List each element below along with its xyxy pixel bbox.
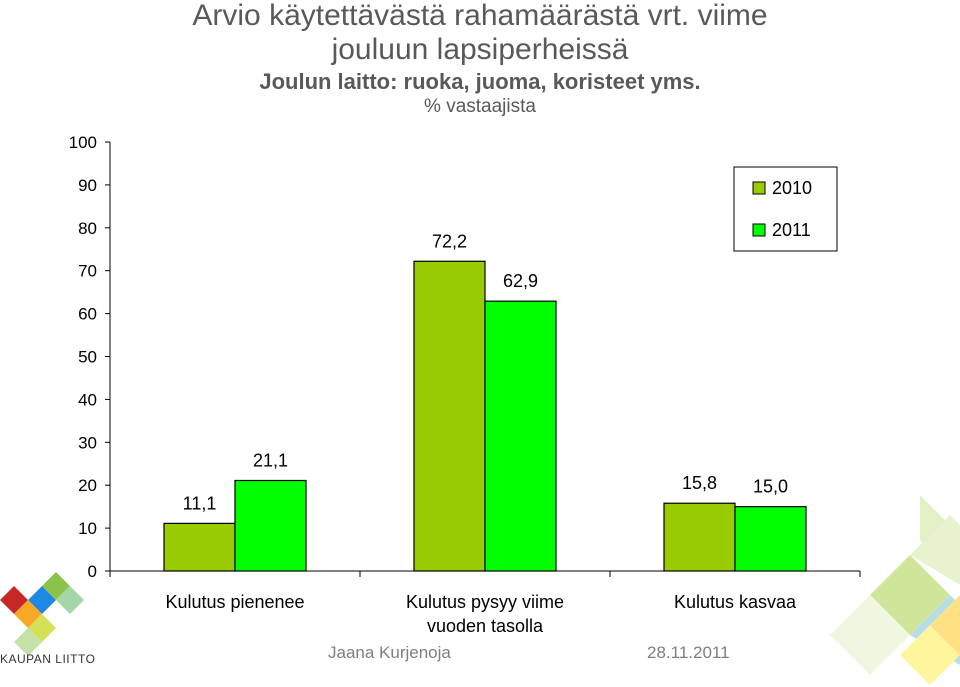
y-tick-label: 80	[78, 219, 97, 238]
bar-2011	[484, 300, 557, 572]
data-label: 62,9	[503, 271, 538, 291]
category-label: Kulutus kasvaa	[674, 592, 797, 612]
chart-title-line1: Arvio käytettävästä rahamäärästä vrt. vi…	[192, 0, 768, 32]
decorative-diamonds	[830, 495, 960, 685]
data-labels: 11,1 21,1 72,2 62,9 15,8 15,0	[183, 231, 788, 513]
bar-2010	[413, 260, 486, 572]
legend-swatch-2010	[752, 181, 766, 195]
y-tick-label: 0	[88, 562, 97, 581]
y-tick-label: 70	[78, 262, 97, 281]
category-label: Kulutus pysyy viime vuoden tasolla	[406, 592, 564, 636]
y-tick-label: 20	[78, 476, 97, 495]
category-label-line: vuoden tasolla	[427, 616, 544, 636]
legend-label: 2010	[772, 178, 812, 198]
bar-2010	[163, 522, 236, 572]
category-label-line: Kulutus pienenee	[165, 592, 304, 612]
y-tick-label: 40	[78, 390, 97, 409]
y-tick-label: 60	[78, 305, 97, 324]
data-label: 21,1	[253, 450, 288, 470]
category-labels: Kulutus pienenee Kulutus pysyy viime vuode…	[165, 592, 797, 636]
logo-text: KAUPAN LIITTO	[0, 652, 96, 666]
data-label: 15,0	[753, 477, 788, 497]
y-tick-labels: 0 10 20 30 40 50 60 70 80 90 100	[69, 133, 97, 581]
y-tick-label: 30	[78, 433, 97, 452]
chart-subtitle: Joulun laitto: ruoka, juoma, koristeet y…	[259, 69, 701, 94]
data-label: 15,8	[682, 473, 717, 493]
data-label: 72,2	[432, 231, 467, 251]
kaupan-liitto-logo	[0, 572, 84, 656]
category-label-line: Kulutus kasvaa	[674, 592, 797, 612]
bars	[163, 260, 807, 572]
unit-label: % vastaajista	[424, 96, 536, 117]
bar-2011	[734, 506, 807, 572]
data-label: 11,1	[183, 493, 217, 513]
bar-2010	[663, 502, 736, 572]
chart-title-line2: jouluun lapsiperheissä	[331, 33, 629, 66]
footer-author: Jaana Kurjenoja	[328, 643, 451, 662]
footer-date: 28.11.2011	[647, 643, 730, 662]
y-tick-label: 10	[78, 519, 97, 538]
category-label-line: Kulutus pysyy viime	[406, 592, 564, 612]
legend-label: 2011	[772, 220, 811, 240]
y-tick-label: 90	[78, 176, 97, 195]
y-tick-label: 50	[78, 348, 97, 367]
legend-box	[733, 166, 838, 252]
legend: 2010 2011	[733, 166, 838, 252]
y-tick-label: 100	[69, 133, 97, 152]
bar-2011	[234, 479, 307, 572]
category-label: Kulutus pienenee	[165, 592, 304, 612]
legend-swatch-2011	[752, 223, 766, 237]
